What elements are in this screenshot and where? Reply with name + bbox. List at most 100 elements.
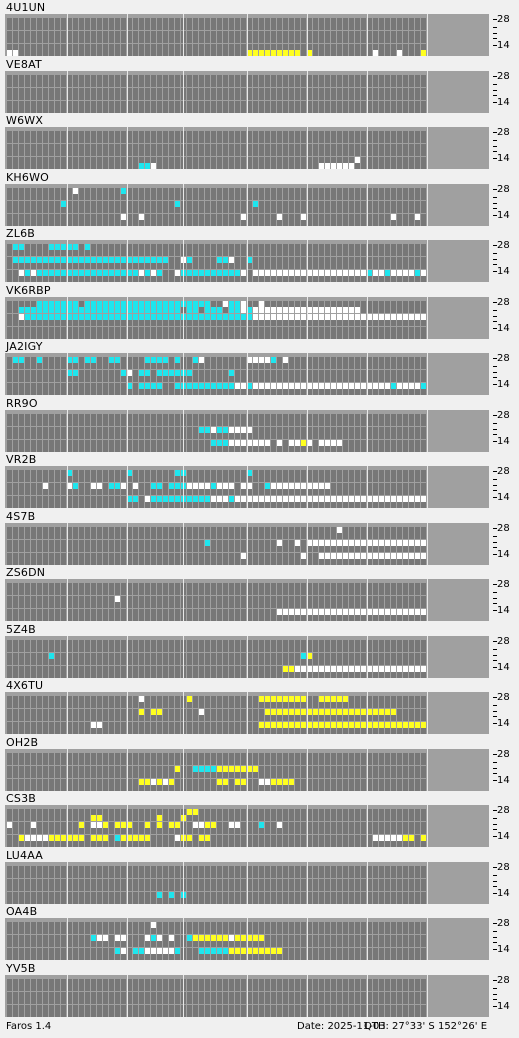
- slot-empty: [217, 137, 222, 143]
- slot-empty: [421, 615, 426, 621]
- slot-empty: [169, 389, 174, 395]
- slot-empty: [79, 263, 84, 269]
- slot-empty: [265, 420, 270, 426]
- slot-empty: [121, 207, 126, 213]
- slot-empty: [115, 476, 120, 482]
- slot-empty: [73, 476, 78, 482]
- station-zs6dn[interactable]: ZS6DN 28 14: [0, 565, 519, 621]
- slot-empty: [139, 37, 144, 43]
- slot-empty: [373, 389, 378, 395]
- slot-empty: [409, 502, 414, 508]
- slot-empty: [103, 389, 108, 395]
- slot-empty: [151, 489, 156, 495]
- slot-empty: [391, 376, 396, 382]
- slot-empty: [409, 433, 414, 439]
- slot-empty: [103, 263, 108, 269]
- slot-empty: [313, 502, 318, 508]
- slot-empty: [121, 250, 126, 256]
- slot-empty: [409, 24, 414, 30]
- slot-empty: [175, 533, 180, 539]
- station-4u1un[interactable]: 4U1UN 28 14: [0, 0, 519, 56]
- slot-empty: [313, 420, 318, 426]
- slot-empty: [211, 615, 216, 621]
- slot-empty: [229, 589, 234, 595]
- slot-empty: [283, 615, 288, 621]
- station-w6wx[interactable]: W6WX 28 14: [0, 113, 519, 169]
- slot-empty: [325, 263, 330, 269]
- slot-empty: [331, 37, 336, 43]
- slot-empty: [169, 207, 174, 213]
- slot-empty: [199, 94, 204, 100]
- station-ve8at[interactable]: VE8AT 28 14: [0, 57, 519, 113]
- slot-empty: [349, 320, 354, 326]
- station-rr9o[interactable]: RR9O 28 14: [0, 396, 519, 452]
- slot-empty: [259, 615, 264, 621]
- slot-empty: [331, 433, 336, 439]
- slot-empty: [97, 589, 102, 595]
- slot-empty: [289, 420, 294, 426]
- slot-heard: [61, 307, 66, 313]
- slot-empty: [139, 433, 144, 439]
- slot-empty: [145, 263, 150, 269]
- slot-empty: [49, 207, 54, 213]
- slot-empty: [301, 320, 306, 326]
- slot-empty: [97, 502, 102, 508]
- slot-empty: [349, 533, 354, 539]
- slot-empty: [79, 81, 84, 87]
- slot-empty: [61, 137, 66, 143]
- slot-empty: [13, 250, 18, 256]
- slot-empty: [103, 433, 108, 439]
- slot-empty: [217, 363, 222, 369]
- slot-empty: [49, 194, 54, 200]
- slot-empty: [283, 533, 288, 539]
- slot-empty: [25, 646, 30, 652]
- slot-empty: [163, 150, 168, 156]
- slot-empty: [199, 476, 204, 482]
- slot-heard: [115, 307, 120, 313]
- slot-empty: [223, 389, 228, 395]
- hour-separator: [307, 184, 308, 226]
- slot-empty: [199, 589, 204, 595]
- slot-heard: [121, 307, 126, 313]
- slot-empty: [421, 24, 426, 30]
- scale-tick: [493, 146, 497, 147]
- slot-empty: [271, 615, 276, 621]
- slot-empty: [265, 37, 270, 43]
- slot-empty: [25, 389, 30, 395]
- slot-empty: [97, 476, 102, 482]
- slot-empty: [19, 389, 24, 395]
- slot-empty: [55, 602, 60, 608]
- station-ja2igy[interactable]: JA2IGY 28 14: [0, 339, 519, 395]
- slot-empty: [235, 94, 240, 100]
- slot-empty: [61, 24, 66, 30]
- slot-empty: [205, 194, 210, 200]
- station-kh6wo[interactable]: KH6WO 28 14: [0, 170, 519, 226]
- slot-empty: [259, 207, 264, 213]
- slot-empty: [379, 137, 384, 143]
- slot-empty: [199, 50, 204, 56]
- slot-empty: [421, 37, 426, 43]
- station-4s7b[interactable]: 4S7B 28 14: [0, 509, 519, 565]
- slot-empty: [25, 602, 30, 608]
- station-zl6b[interactable]: ZL6B 28 14: [0, 226, 519, 282]
- slot-empty: [319, 502, 324, 508]
- station-5z4b[interactable]: 5Z4B 28 14: [0, 622, 519, 678]
- slot-empty: [397, 276, 402, 282]
- slot-empty: [241, 163, 246, 169]
- slot-empty: [97, 363, 102, 369]
- slot-empty: [259, 502, 264, 508]
- slot-empty: [169, 163, 174, 169]
- slot-empty: [31, 50, 36, 56]
- slot-empty: [313, 37, 318, 43]
- slot-empty: [85, 376, 90, 382]
- slot-empty: [91, 137, 96, 143]
- slot-empty: [109, 420, 114, 426]
- slot-empty: [61, 194, 66, 200]
- slot-empty: [283, 137, 288, 143]
- slot-empty: [391, 502, 396, 508]
- slot-empty: [397, 307, 402, 313]
- station-vr2b[interactable]: VR2B 28 14: [0, 452, 519, 508]
- station-vk6rbp[interactable]: VK6RBP 28 14: [0, 283, 519, 339]
- slot-empty: [61, 376, 66, 382]
- slot-empty: [175, 150, 180, 156]
